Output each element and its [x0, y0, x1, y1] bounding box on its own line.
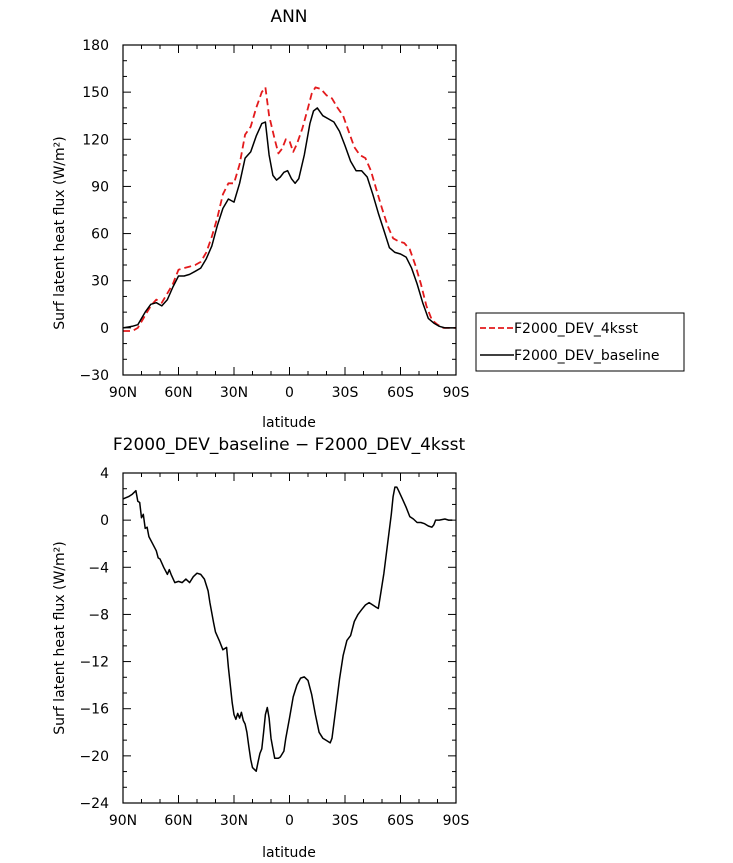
top-y-tick-label: 0	[100, 321, 109, 337]
bottom-y-tick-label: −20	[79, 749, 109, 765]
top-chart-ylabel: Surf latent heat flux (W/m²)	[52, 136, 68, 329]
top-series-line-1	[122, 107, 456, 329]
top-series-line-0	[123, 86, 456, 332]
bottom-y-tick-label: 0	[100, 513, 109, 529]
legend-box	[475, 312, 685, 372]
top-chart-title: ANN	[270, 7, 307, 27]
bottom-chart-ylabel: Surf latent heat flux (W/m²)	[52, 541, 68, 734]
top-x-tick-label: 60N	[164, 385, 192, 401]
top-x-tick-label: 90S	[443, 385, 470, 401]
top-y-tick-label: 180	[82, 38, 109, 54]
top-y-tick-label: 120	[82, 132, 109, 148]
bottom-x-tick-label: 90S	[443, 813, 470, 829]
top-y-tick-label: 90	[91, 179, 109, 195]
bottom-series-line-0	[122, 486, 453, 772]
top-x-tick-label: 60S	[387, 385, 414, 401]
bottom-x-tick-label: 90N	[109, 813, 137, 829]
bottom-x-tick-label: 0	[285, 813, 294, 829]
top-x-tick-label: 30N	[220, 385, 248, 401]
bottom-y-tick-label: −16	[79, 702, 109, 718]
bottom-x-tick-label: 60S	[387, 813, 414, 829]
top-y-tick-label: 150	[82, 85, 109, 101]
bottom-x-tick-label: 30S	[332, 813, 359, 829]
top-chart: ANN Surf latent heat flux (W/m²) latitud…	[52, 7, 685, 431]
top-x-tick-label: 90N	[109, 385, 137, 401]
top-y-tick-label: 60	[91, 227, 109, 243]
legend-label-4ksst: F2000_DEV_4ksst	[514, 321, 638, 337]
bottom-y-tick-label: −8	[88, 607, 109, 623]
bottom-chart-plot-area	[122, 472, 457, 804]
bottom-y-tick-label: −12	[79, 655, 109, 671]
top-chart-xlabel: latitude	[262, 415, 316, 431]
bottom-chart-title: F2000_DEV_baseline − F2000_DEV_4ksst	[113, 435, 466, 455]
top-x-tick-label: 30S	[332, 385, 359, 401]
bottom-chart-xlabel: latitude	[262, 845, 316, 861]
top-x-tick-label: 0	[285, 385, 294, 401]
bottom-chart: F2000_DEV_baseline − F2000_DEV_4ksst Sur…	[52, 435, 469, 861]
legend-label-baseline: F2000_DEV_baseline	[514, 348, 660, 364]
top-y-tick-label: −30	[79, 368, 109, 384]
legend: F2000_DEV_4ksst F2000_DEV_baseline	[475, 312, 685, 372]
bottom-y-tick-label: −24	[79, 796, 109, 812]
bottom-y-tick-label: 4	[100, 466, 109, 482]
bottom-y-tick-label: −4	[88, 560, 109, 576]
top-chart-plot-area	[122, 44, 457, 376]
bottom-x-tick-label: 60N	[164, 813, 192, 829]
top-y-tick-label: 30	[91, 274, 109, 290]
bottom-x-tick-label: 30N	[220, 813, 248, 829]
